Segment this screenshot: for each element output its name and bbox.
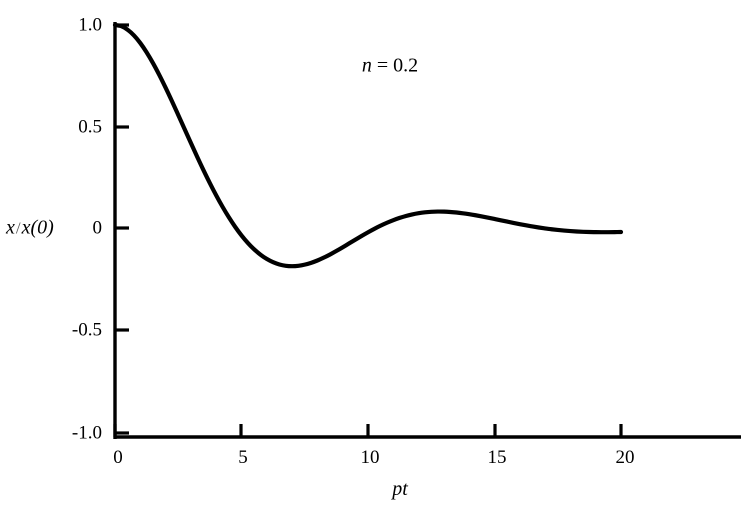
y-tick-marks — [115, 23, 129, 435]
annotation-damping-ratio: n = 0.2 — [362, 55, 418, 78]
x-tick-label-2: 5 — [238, 447, 248, 468]
y-tick-label-3: 0 — [92, 217, 103, 239]
y-tick-label-1: 1.0 — [78, 14, 102, 36]
x-axis-title: pt — [392, 478, 408, 500]
data-series-line — [112, 22, 624, 269]
x-tick-label-1: 0 — [113, 447, 123, 468]
axes-group — [113, 22, 741, 439]
annotation-value: 0.2 — [393, 54, 419, 77]
y-axis-title-rest: x(0) — [21, 216, 54, 239]
x-tick-label-4: 15 — [487, 447, 507, 468]
annotation-equals: = — [376, 54, 389, 77]
y-axis-title-slash: / — [15, 218, 21, 238]
x-tick-label-3: 10 — [360, 447, 380, 468]
y-axis-title-var: x — [6, 216, 15, 239]
x-tick-marks — [113, 424, 623, 437]
y-tick-label-2: 0.5 — [78, 116, 102, 138]
y-tick-label-5: -1.0 — [71, 422, 102, 444]
y-axis-title: x/x(0) — [6, 217, 54, 240]
annotation-symbol: n — [361, 54, 372, 77]
x-tick-label-5: 20 — [615, 447, 635, 468]
y-tick-label-4: -0.5 — [71, 319, 102, 341]
